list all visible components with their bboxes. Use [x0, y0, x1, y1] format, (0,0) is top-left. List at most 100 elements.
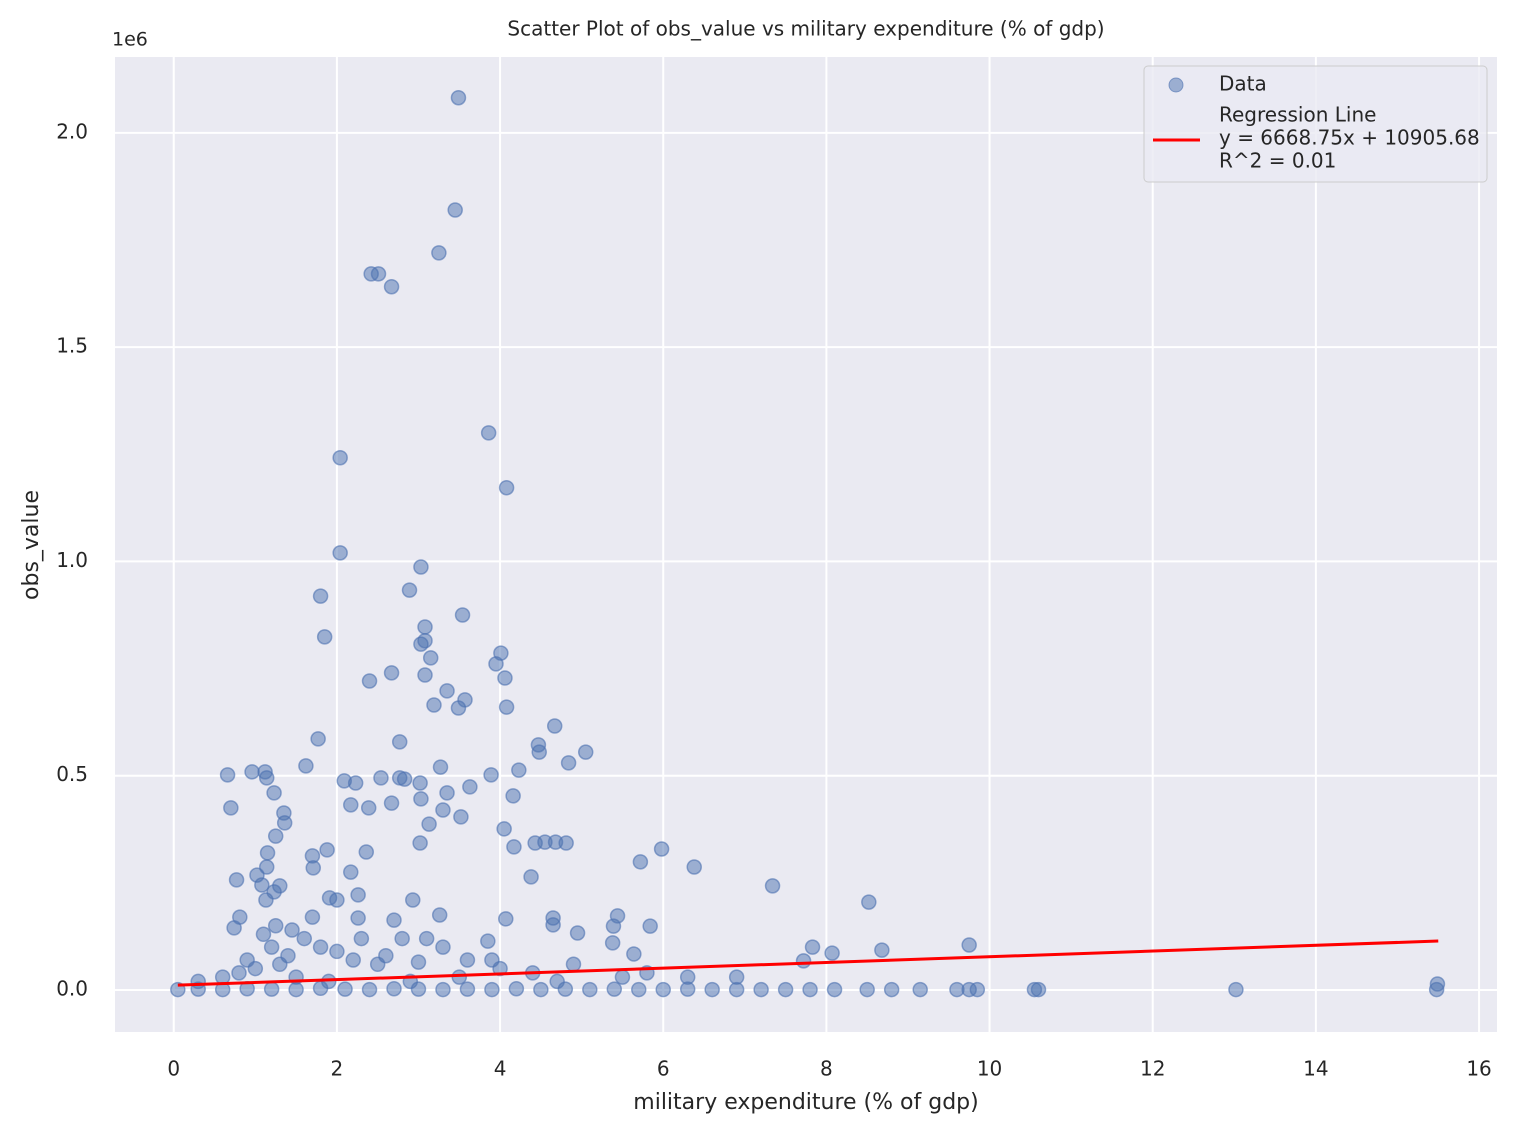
y-tick-label: 1.0: [56, 548, 88, 572]
data-point: [631, 981, 647, 998]
data-point: [412, 835, 428, 851]
data-point: [435, 981, 451, 998]
data-point: [462, 779, 478, 795]
data-point: [266, 785, 282, 801]
data-point: [582, 981, 598, 998]
y-offset-label: 1e6: [112, 29, 148, 51]
data-point: [605, 918, 622, 934]
data-point: [435, 939, 451, 955]
data-point: [413, 791, 429, 807]
x-tick-label: 8: [820, 1057, 833, 1081]
legend-label: Regression Line: [1219, 103, 1376, 127]
data-point: [358, 844, 375, 860]
data-point: [560, 755, 577, 771]
data-point: [410, 954, 427, 970]
data-point: [305, 860, 321, 876]
x-tick-label: 14: [1303, 1057, 1328, 1081]
data-point: [511, 762, 527, 778]
data-point: [969, 981, 986, 998]
data-point: [370, 266, 387, 282]
y-tick-label: 2.0: [56, 119, 88, 143]
data-point: [961, 937, 977, 953]
data-point: [405, 892, 421, 908]
regression-line: [177, 939, 1439, 987]
legend-label: Data: [1219, 72, 1267, 96]
data-point: [480, 933, 496, 949]
data-point: [254, 877, 270, 893]
data-point: [606, 981, 623, 997]
data-point: [1030, 981, 1047, 998]
y-tick-label: 0.5: [56, 762, 88, 786]
data-point: [496, 821, 512, 837]
data-point: [777, 981, 794, 998]
x-tick-label: 2: [331, 1057, 344, 1081]
data-point: [228, 872, 245, 888]
data-point: [267, 828, 284, 844]
data-point: [417, 667, 433, 683]
data-point: [329, 892, 345, 908]
data-point: [546, 718, 563, 734]
y-tick-label: 0.0: [56, 977, 88, 1001]
data-point: [804, 939, 821, 955]
data-point: [223, 800, 239, 816]
data-point: [569, 925, 586, 941]
data-point: [655, 981, 671, 998]
data-point: [859, 981, 875, 998]
marks: [170, 89, 1446, 998]
x-tick-label: 0: [167, 1057, 180, 1081]
data-point: [632, 854, 649, 870]
data-point: [383, 795, 400, 811]
chart-title: Scatter Plot of obs_value vs military ex…: [507, 17, 1104, 41]
data-point: [239, 952, 255, 968]
data-point: [533, 981, 549, 998]
data-point: [329, 943, 345, 960]
data-point: [412, 775, 428, 791]
data-point: [410, 981, 427, 997]
data-point: [824, 945, 840, 961]
data-point: [451, 969, 468, 985]
data-point: [642, 918, 658, 934]
data-point: [267, 917, 284, 934]
data-point: [298, 758, 314, 774]
data-point: [263, 939, 280, 955]
data-point: [337, 981, 353, 997]
data-point: [418, 930, 435, 947]
data-point: [255, 926, 272, 943]
data-point: [272, 956, 288, 973]
data-point: [686, 859, 702, 875]
data-point: [231, 965, 247, 981]
data-point: [350, 910, 366, 926]
data-point: [492, 960, 508, 977]
data-point: [332, 545, 348, 561]
data-point: [401, 582, 418, 598]
data-point: [459, 952, 476, 968]
data-point: [413, 559, 429, 575]
x-tick-label: 10: [977, 1057, 1002, 1081]
legend-box: [1143, 65, 1488, 183]
data-point: [316, 629, 333, 645]
data-point: [432, 759, 449, 775]
data-point: [373, 770, 389, 786]
data-point: [361, 673, 378, 689]
x-axis-label: military expenditure (% of gdp): [633, 1090, 978, 1115]
data-point: [447, 202, 463, 218]
y-tick-label: 1.5: [56, 334, 88, 358]
data-point: [345, 952, 361, 968]
data-point: [874, 942, 890, 958]
data-point: [604, 935, 621, 951]
x-tick-label: 16: [1466, 1057, 1491, 1081]
x-tick-label: 6: [657, 1057, 670, 1081]
data-point: [626, 946, 642, 962]
data-point: [350, 887, 366, 903]
data-point: [497, 670, 513, 686]
data-point: [531, 744, 547, 760]
data-point: [258, 892, 274, 908]
data-point: [565, 956, 582, 973]
data-point: [312, 980, 329, 997]
data-point: [304, 909, 321, 925]
data-point: [332, 449, 348, 466]
data-point: [450, 89, 467, 106]
data-point: [439, 785, 455, 801]
data-point: [343, 797, 359, 813]
data-point: [498, 911, 514, 927]
